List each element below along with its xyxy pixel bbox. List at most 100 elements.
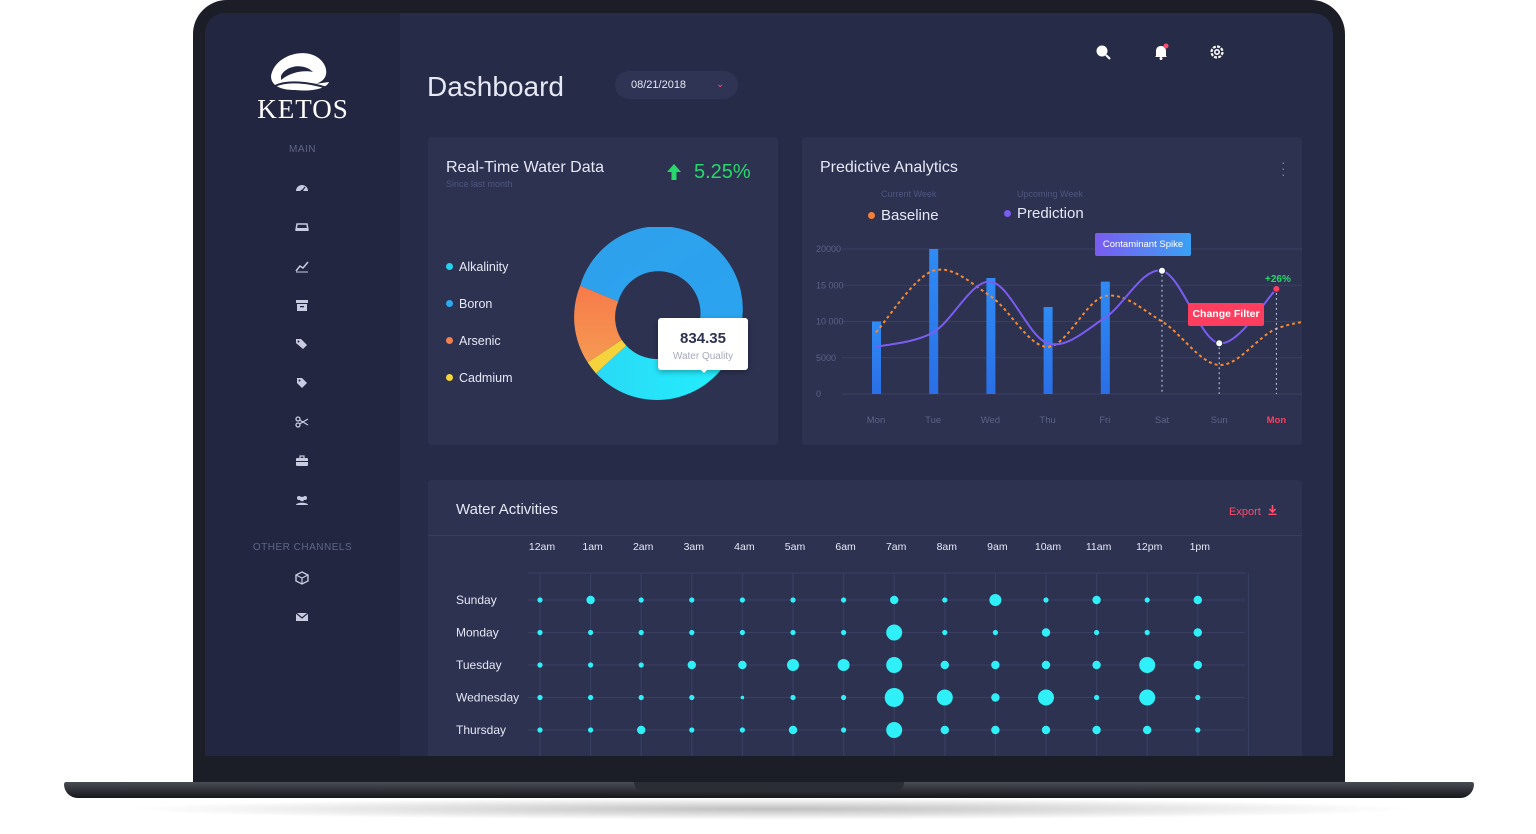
activity-dot[interactable] (991, 660, 1000, 670)
activity-dot[interactable] (588, 727, 594, 733)
mail-icon[interactable] (292, 610, 312, 626)
activity-dot[interactable] (1139, 657, 1156, 673)
activity-dot[interactable] (1143, 725, 1152, 735)
bar-current-week-thu[interactable] (1043, 307, 1053, 394)
activity-dot[interactable] (790, 629, 796, 636)
activity-dot[interactable] (1193, 595, 1202, 605)
activity-dot[interactable] (537, 597, 543, 603)
activity-dot[interactable] (1092, 725, 1101, 735)
activity-dot[interactable] (790, 597, 796, 603)
activity-dot[interactable] (739, 727, 745, 733)
tags-icon[interactable] (292, 337, 312, 353)
briefcase-icon[interactable] (292, 454, 312, 470)
activity-dot[interactable] (638, 597, 644, 603)
bar-current-week-wed[interactable] (986, 278, 996, 394)
activity-dot[interactable] (788, 725, 798, 735)
activity-dot[interactable] (638, 629, 644, 636)
activity-dot[interactable] (837, 659, 850, 671)
bar-current-week-fri[interactable] (1100, 281, 1110, 394)
activity-dot[interactable] (1041, 725, 1051, 735)
activity-dot[interactable] (689, 727, 695, 733)
prediction-point-marker[interactable] (1215, 339, 1224, 348)
date-filter-dropdown[interactable]: 08/21/2018 ⌄ (615, 71, 738, 99)
activity-dot[interactable] (738, 660, 747, 670)
activity-dot[interactable] (1041, 660, 1051, 670)
activity-dot[interactable] (991, 693, 1000, 702)
activity-dot[interactable] (1094, 694, 1100, 701)
activity-dot[interactable] (1041, 628, 1051, 637)
activity-dot[interactable] (884, 688, 904, 707)
activity-dot[interactable] (1144, 597, 1150, 603)
activity-dot[interactable] (942, 629, 948, 636)
activity-dot[interactable] (588, 629, 594, 636)
activity-dot[interactable] (689, 597, 695, 603)
activity-dot[interactable] (689, 694, 695, 701)
users-icon[interactable] (292, 493, 312, 509)
activity-dot[interactable] (739, 597, 745, 603)
bar-current-week-tue[interactable] (929, 249, 939, 394)
activity-dot[interactable] (537, 662, 543, 668)
activity-dot[interactable] (537, 629, 543, 636)
activity-dot[interactable] (841, 597, 847, 603)
activity-dot[interactable] (1038, 689, 1054, 706)
prediction-point-marker[interactable] (1272, 284, 1281, 293)
activity-dot[interactable] (1195, 727, 1201, 733)
activity-dot[interactable] (638, 662, 644, 668)
donut-arsenic-slice[interactable] (574, 285, 622, 363)
activity-dot[interactable] (588, 694, 594, 701)
activity-dot[interactable] (886, 624, 903, 641)
activity-dot[interactable] (588, 662, 594, 668)
activity-dot[interactable] (841, 727, 847, 733)
export-button[interactable]: Export (1229, 505, 1277, 518)
activity-dot[interactable] (1144, 629, 1150, 636)
activity-dot[interactable] (740, 695, 745, 700)
activity-dot[interactable] (1043, 597, 1049, 603)
activity-dot[interactable] (637, 725, 646, 735)
activity-dot[interactable] (586, 595, 595, 605)
activity-dot[interactable] (790, 694, 796, 701)
activity-dot[interactable] (537, 727, 543, 733)
activity-dot[interactable] (1092, 595, 1101, 605)
inbox-icon[interactable] (292, 220, 312, 236)
activity-dot[interactable] (1092, 660, 1101, 670)
activity-dot[interactable] (841, 694, 847, 701)
archive-icon[interactable] (292, 298, 312, 314)
activity-dot[interactable] (991, 725, 1000, 735)
activity-dot[interactable] (841, 629, 847, 636)
activity-dot[interactable] (1195, 694, 1201, 701)
activity-dot[interactable] (1193, 628, 1202, 637)
activity-dot[interactable] (992, 629, 999, 636)
donut-cadmium-slice[interactable] (587, 339, 627, 374)
cube-icon[interactable] (292, 571, 312, 587)
brand-logo[interactable]: KETOS (253, 38, 353, 128)
scissors-icon[interactable] (292, 415, 312, 431)
prediction-point-marker[interactable] (1158, 266, 1166, 275)
contaminant-spike-tag[interactable]: Contaminant Spike (1095, 233, 1191, 256)
activity-dot[interactable] (1139, 689, 1156, 706)
activity-dot[interactable] (739, 629, 745, 636)
activity-dot[interactable] (989, 594, 1002, 606)
search-icon[interactable] (1094, 43, 1112, 61)
change-filter-tag[interactable]: Change Filter (1188, 303, 1264, 326)
tag-icon[interactable] (292, 376, 312, 392)
activity-dot[interactable] (942, 597, 948, 603)
bar-current-week-mon[interactable] (872, 321, 881, 395)
activity-dot[interactable] (940, 725, 949, 735)
activity-dot[interactable] (537, 694, 543, 701)
dashboard-icon[interactable] (292, 181, 312, 197)
more-menu-icon[interactable]: · · · (1281, 154, 1286, 182)
activity-dot[interactable] (886, 722, 903, 738)
chart-line-icon[interactable] (292, 259, 312, 275)
activity-dot[interactable] (638, 694, 644, 701)
activity-dot[interactable] (940, 660, 949, 670)
activity-dot[interactable] (687, 660, 696, 670)
activity-dot[interactable] (886, 657, 903, 673)
activity-dot[interactable] (689, 629, 695, 636)
bell-icon[interactable] (1152, 43, 1170, 61)
activity-dot[interactable] (1094, 629, 1100, 636)
activity-dot[interactable] (890, 595, 899, 605)
activity-dot[interactable] (787, 659, 799, 671)
gear-icon[interactable] (1208, 43, 1226, 61)
activity-dot[interactable] (1193, 660, 1202, 670)
activity-dot[interactable] (936, 689, 953, 706)
